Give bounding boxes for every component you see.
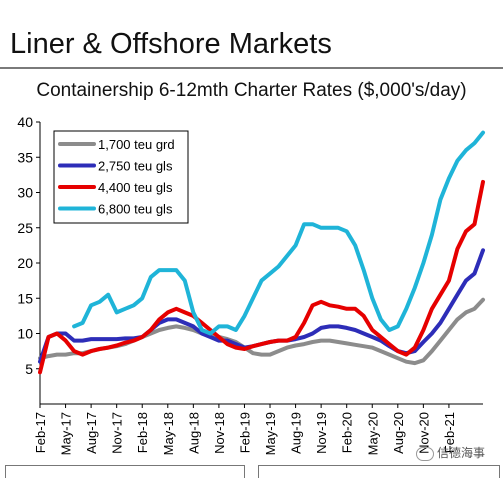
x-tick-label: May-19: [263, 412, 278, 455]
legend-label: 6,800 teu gls: [98, 202, 173, 217]
x-tick-label: May-20: [365, 412, 380, 455]
watermark: 信德海事: [416, 444, 485, 461]
y-tick-label: 25: [17, 220, 33, 236]
x-tick-label: Feb-21: [442, 412, 457, 453]
y-tick-label: 20: [17, 255, 33, 271]
wechat-icon: [416, 446, 434, 461]
x-tick-label: Nov-17: [110, 412, 125, 454]
bottom-panel-left: [5, 465, 245, 478]
y-tick-label: 10: [17, 326, 33, 342]
series-line-1: [38, 297, 485, 366]
x-tick-label: Aug-20: [391, 412, 406, 454]
x-tick-label: Feb-19: [237, 412, 252, 453]
x-tick-label: Aug-17: [84, 412, 99, 454]
page-title: Liner & Offshore Markets: [10, 28, 332, 60]
chart-title: Containership 6-12mth Charter Rates ($,0…: [36, 80, 467, 101]
y-tick-label: 40: [17, 114, 33, 130]
series-line-3: [38, 179, 485, 375]
x-tick-label: Aug-19: [289, 412, 304, 454]
series-line-4: [72, 130, 485, 336]
y-tick-label: 15: [17, 290, 33, 306]
x-tick-label: Feb-18: [135, 412, 150, 453]
x-tick-label: Nov-18: [212, 412, 227, 454]
x-tick-label: Aug-18: [186, 412, 201, 454]
x-tick-label: Feb-20: [340, 412, 355, 453]
legend-label: 2,750 teu gls: [98, 159, 173, 174]
x-tick-label: Nov-19: [314, 412, 329, 454]
title-divider: [0, 67, 503, 69]
x-tick-label: Feb-17: [33, 412, 48, 453]
y-tick-label: 5: [25, 361, 33, 377]
watermark-text: 信德海事: [437, 446, 486, 460]
y-tick-label: 30: [17, 185, 33, 201]
legend-label: 1,700 teu grd: [98, 137, 175, 152]
x-tick-label: May-17: [59, 412, 74, 455]
legend-label: 4,400 teu gls: [98, 180, 173, 195]
x-tick-label: Nov-20: [416, 412, 431, 454]
bottom-panel-right: [258, 465, 500, 478]
y-tick-label: 35: [17, 149, 33, 165]
x-tick-label: May-18: [161, 412, 176, 455]
